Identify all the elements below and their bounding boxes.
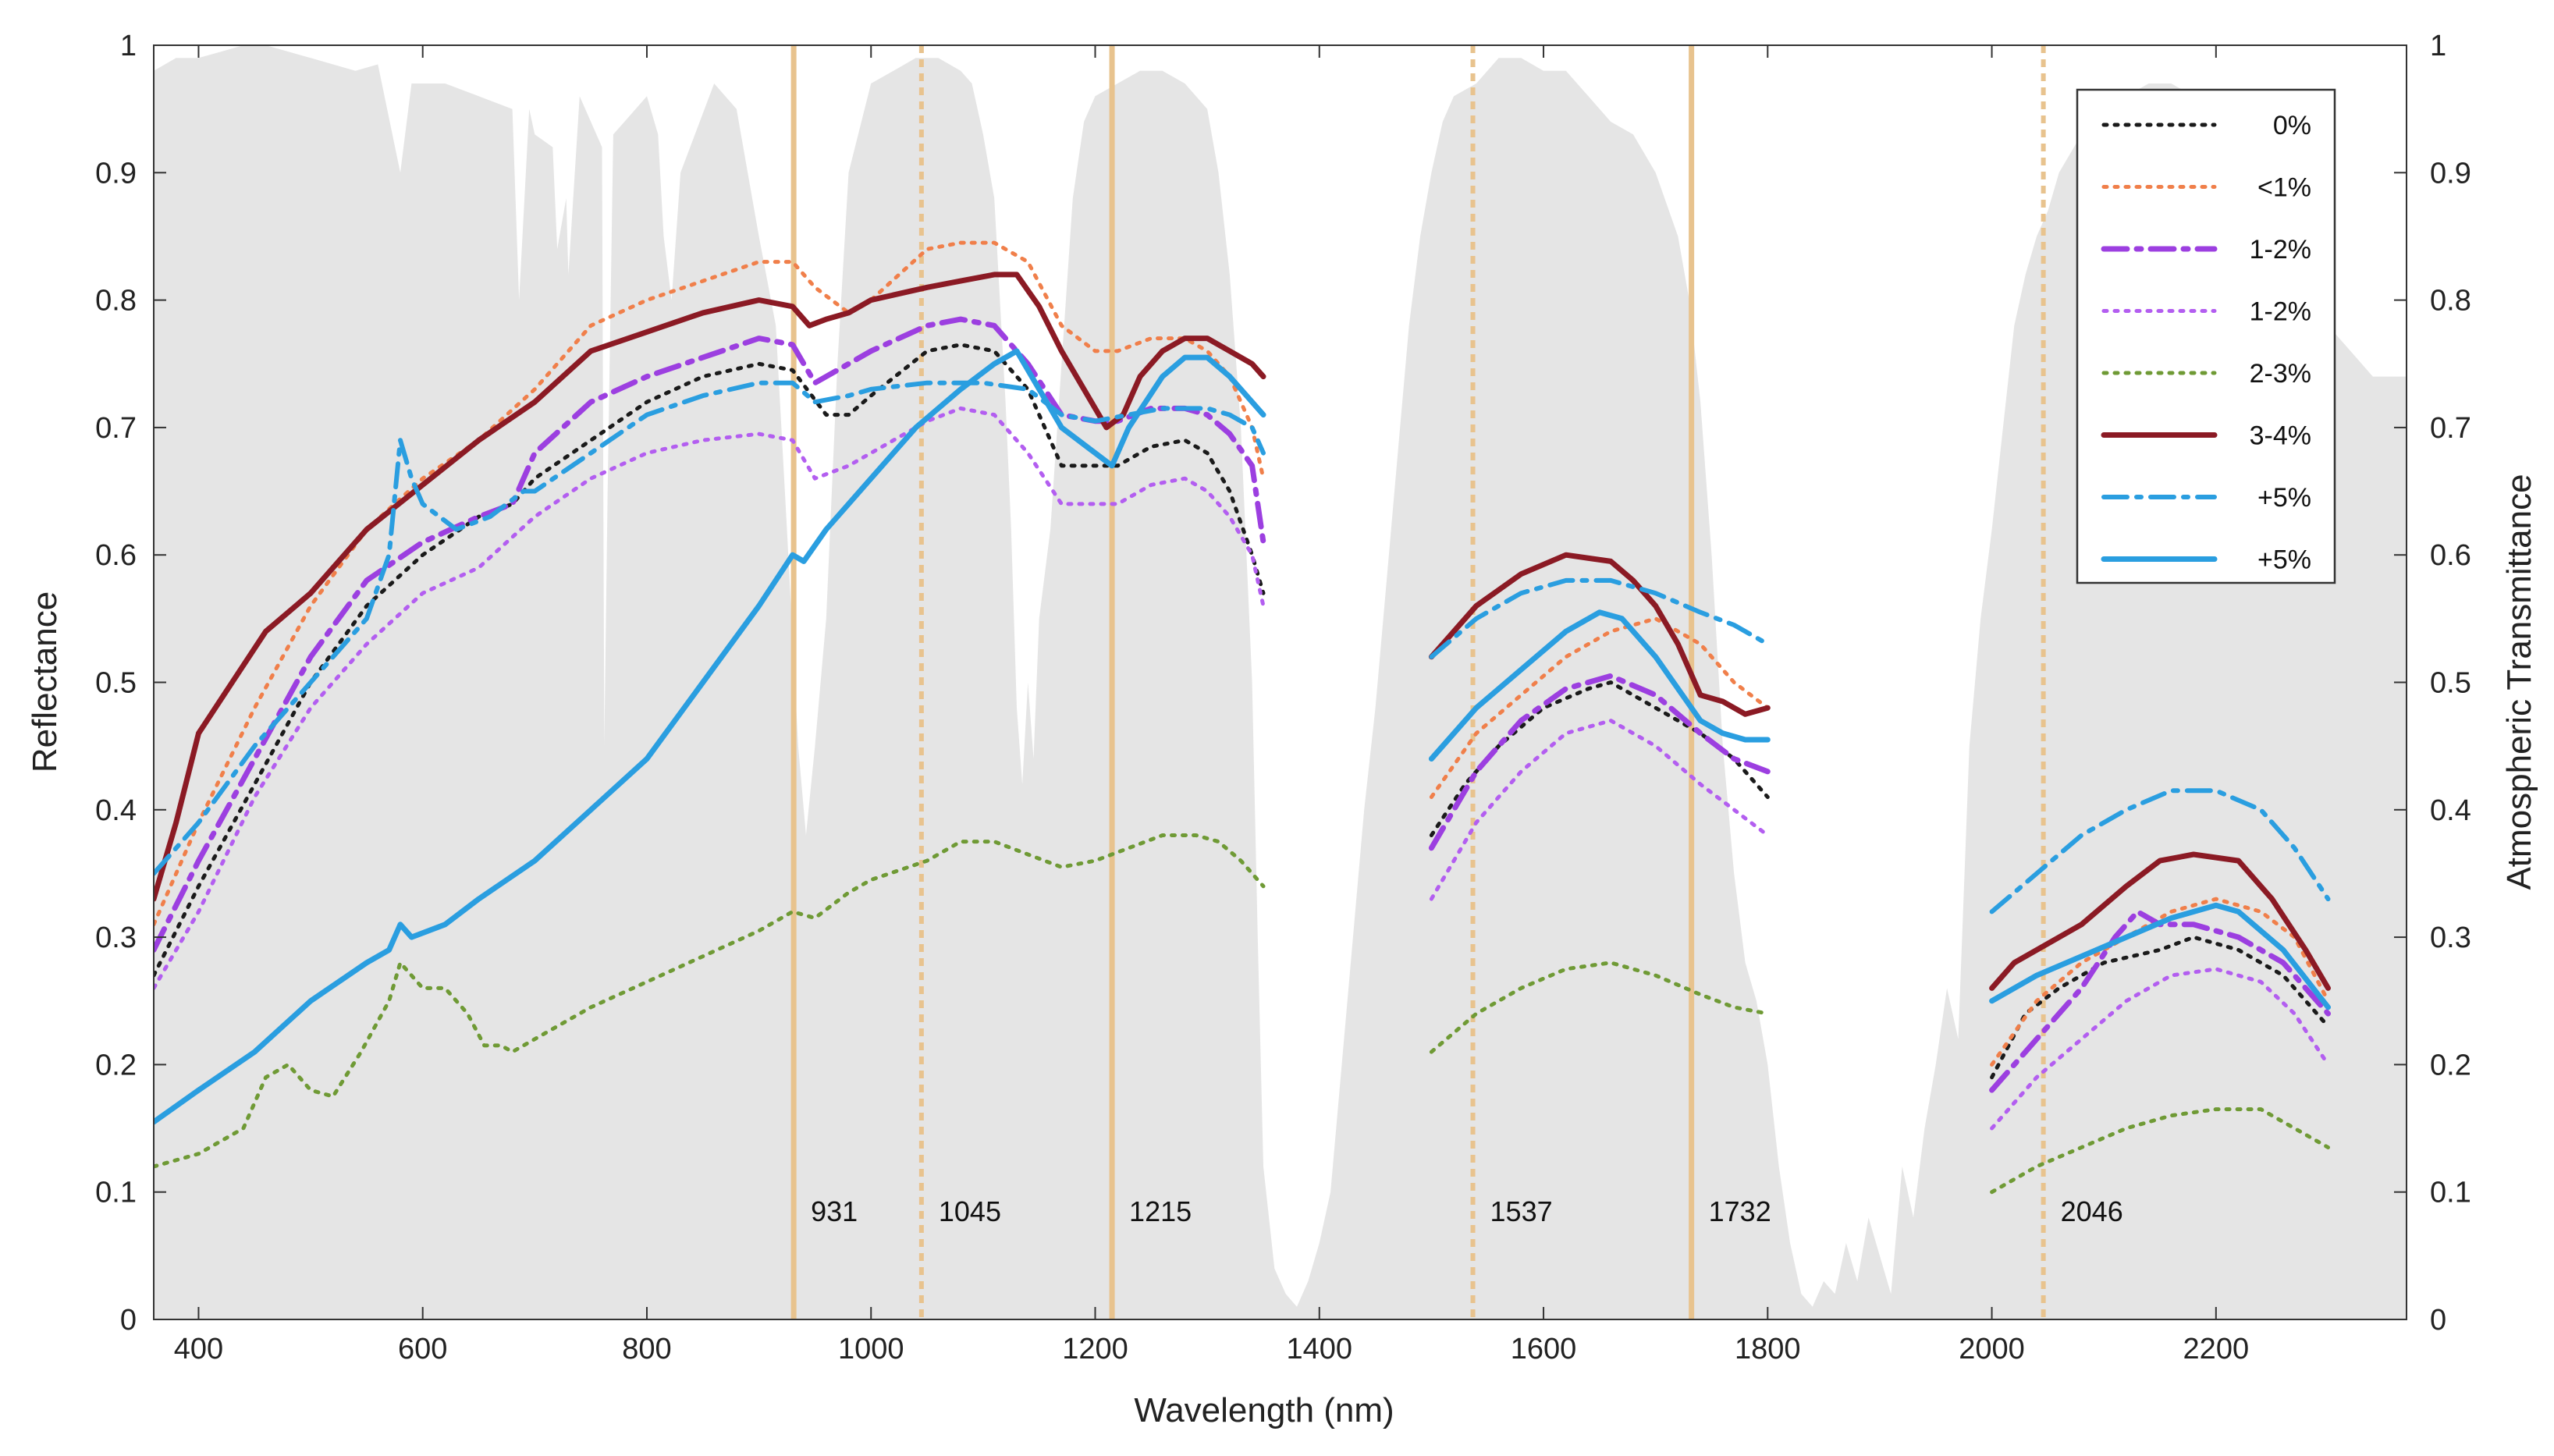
series-6-segment-1 [1429, 577, 1771, 659]
series-2-segment-2 [1989, 908, 2331, 1093]
series-0-segment-2 [1990, 935, 2330, 1080]
series-3 [154, 406, 2330, 1131]
legend-label-7: +5% [2257, 545, 2311, 575]
x-tick-label-1600: 1600 [1511, 1333, 1577, 1365]
series-0-segment-0 [154, 343, 1266, 978]
x-tick-label-2000: 2000 [1959, 1333, 2025, 1365]
y-axis-title: Reflectance [26, 591, 64, 772]
y2-tick-label-0.9: 0.9 [2430, 157, 2471, 190]
legend-label-5: 3-4% [2250, 421, 2311, 451]
y2-tick-label-0.6: 0.6 [2430, 539, 2471, 572]
series-6 [154, 380, 2331, 914]
series-4-segment-1 [1429, 961, 1770, 1054]
x-tick-label-1000: 1000 [838, 1333, 904, 1365]
series-2 [154, 316, 2331, 1093]
y2-tick-label-0.7: 0.7 [2430, 412, 2471, 445]
series-4-segment-2 [1990, 1107, 2330, 1195]
y-tick-label-0.1: 0.1 [95, 1177, 137, 1209]
y-tick-label-0.9: 0.9 [95, 157, 137, 190]
series-3-segment-2 [1990, 967, 2330, 1131]
y2-axis-title: Atmospheric Transmittance [2500, 474, 2538, 890]
legend-label-1: <1% [2257, 173, 2311, 203]
x-tick-label-600: 600 [398, 1333, 447, 1365]
series-7 [154, 348, 2331, 1125]
x-axis-title: Wavelength (nm) [1134, 1391, 1394, 1429]
x-tick-label-1400: 1400 [1286, 1333, 1352, 1365]
y2-tick-label-0.3: 0.3 [2430, 922, 2471, 954]
vline-label-931: 931 [811, 1195, 858, 1227]
y-tick-label-0.3: 0.3 [95, 922, 137, 954]
legend-label-3: 1-2% [2250, 297, 2311, 327]
legend-label-2: 1-2% [2250, 235, 2311, 265]
x-tick-label-1800: 1800 [1735, 1333, 1801, 1365]
series-7-segment-0 [154, 348, 1266, 1125]
y-tick-label-0.7: 0.7 [95, 412, 137, 445]
y2-tick-label-0.2: 0.2 [2430, 1049, 2471, 1081]
vline-label-1732: 1732 [1709, 1195, 1771, 1227]
series-6-segment-0 [154, 380, 1266, 876]
series-3-segment-1 [1429, 719, 1770, 901]
series-1-segment-1 [1429, 616, 1770, 799]
series-2-segment-0 [154, 316, 1266, 953]
series-3-segment-0 [154, 406, 1266, 990]
vline-label-1537: 1537 [1490, 1195, 1553, 1227]
x-tick-label-800: 800 [622, 1333, 671, 1365]
series-5-segment-1 [1428, 552, 1771, 717]
y2-tick-label-1: 1 [2430, 30, 2446, 62]
legend-label-6: +5% [2257, 483, 2311, 513]
series-2-segment-1 [1428, 673, 1771, 851]
y-tick-label-0.2: 0.2 [95, 1049, 137, 1081]
vline-label-1215: 1215 [1129, 1195, 1192, 1227]
series-5-segment-2 [1989, 851, 2331, 991]
vline-label-1045: 1045 [939, 1195, 1001, 1227]
vline-label-2046: 2046 [2061, 1195, 2123, 1227]
transmittance-area [154, 45, 2407, 1319]
y2-tick-label-0: 0 [2430, 1304, 2446, 1337]
y2-tick-label-0.4: 0.4 [2430, 794, 2471, 827]
y2-tick-label-0.8: 0.8 [2430, 285, 2471, 318]
x-tick-label-2200: 2200 [2183, 1333, 2250, 1365]
series-5-segment-0 [154, 272, 1266, 902]
series-7-segment-2 [1989, 902, 2331, 1010]
y-tick-label-0.5: 0.5 [95, 667, 137, 700]
y2-tick-label-0.1: 0.1 [2430, 1177, 2471, 1209]
legend-label-4: 2-3% [2250, 359, 2311, 389]
y-tick-label-0.4: 0.4 [95, 794, 137, 827]
y2-tick-label-0.5: 0.5 [2430, 667, 2471, 700]
y-tick-label-0: 0 [120, 1304, 137, 1337]
series-1-segment-2 [1990, 897, 2330, 1067]
legend-box [2076, 88, 2336, 584]
x-tick-label-1200: 1200 [1062, 1333, 1128, 1365]
x-tick-label-400: 400 [174, 1333, 223, 1365]
y-tick-label-0.8: 0.8 [95, 285, 137, 318]
legend-label-0: 0% [2273, 111, 2311, 140]
series-4 [154, 833, 2330, 1195]
legend: 0% <1% 1-2% 1-2% 2-3% 3-4% +5% +5% [2076, 88, 2336, 584]
y-tick-label-0.6: 0.6 [95, 539, 137, 572]
series-5 [154, 272, 2331, 991]
series-7-segment-1 [1428, 609, 1771, 762]
series-1-segment-0 [154, 240, 1266, 927]
series-1 [154, 240, 2330, 1067]
y-tick-label-1: 1 [120, 30, 137, 62]
series-6-segment-2 [1989, 788, 2331, 914]
